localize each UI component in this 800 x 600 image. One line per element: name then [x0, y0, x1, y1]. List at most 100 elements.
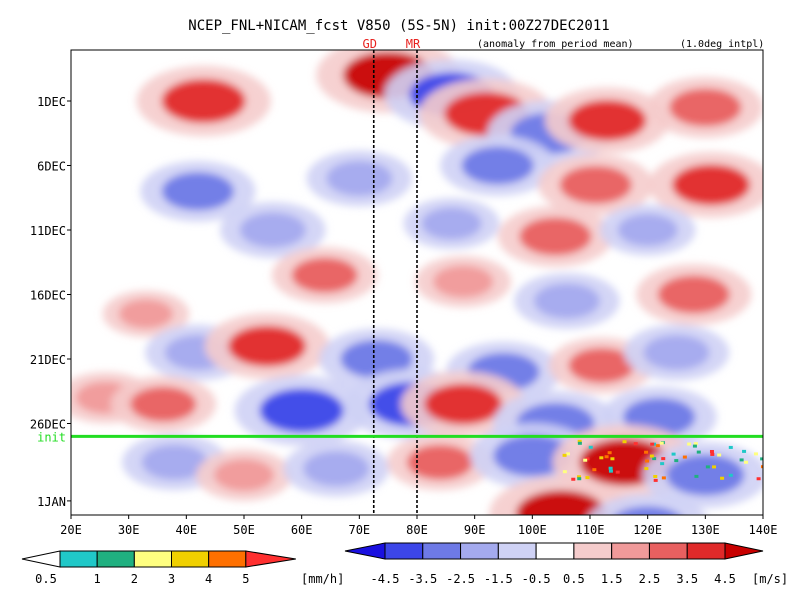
precip-speckle-30 [562, 453, 567, 457]
precip-speckle-49 [633, 442, 638, 446]
precip-speckle-12 [671, 452, 676, 456]
v850-swatch-7 [611, 542, 650, 560]
y-tick-label-5: 26DEC [30, 418, 66, 432]
precip-speckle-42 [607, 451, 612, 455]
precip-swatch-4 [208, 550, 247, 568]
precip-speckle-3 [644, 450, 649, 454]
precip-speckle-23 [608, 469, 613, 473]
x-tick-label-8: 100E [518, 523, 547, 537]
v850-legend-high-arrow [724, 542, 764, 560]
precip-speckle-17 [692, 444, 697, 448]
anomaly-patch-25 [568, 347, 635, 383]
v850-swatch-8 [648, 542, 688, 560]
precip-speckle-53 [744, 460, 749, 464]
x-tick-label-11: 130E [691, 523, 720, 537]
precip-speckle-35 [592, 468, 597, 472]
anomaly-patch-28 [130, 386, 197, 422]
precip-speckle-10 [696, 450, 701, 454]
v850-tick-label-2: -2.5 [446, 572, 475, 586]
anomaly-patch-10 [559, 165, 632, 204]
v850-swatch-1 [384, 542, 424, 560]
precip-unit-label: [mm/h] [301, 572, 344, 586]
anomaly-patch-40 [516, 490, 607, 515]
legend-v850: -4.5 -3.5 -2.5 -1.5 -0.5 0.5 1.5 2.5 3.5 4.5 [m/s] [344, 542, 788, 586]
anomaly-patch-31 [424, 383, 503, 425]
v850-tick-label-6: 1.5 [601, 572, 623, 586]
anomaly-patch-11 [672, 164, 751, 206]
marker-label-mr: MR [406, 37, 421, 51]
precip-speckle-6 [674, 459, 679, 463]
precip-speckle-11 [760, 457, 763, 461]
anomaly-patch-23 [340, 340, 413, 378]
precip-speckle-50 [577, 441, 582, 445]
v850-legend-low-arrow [344, 542, 386, 560]
x-tick-label-1: 30E [118, 523, 140, 537]
precip-speckle-4 [693, 442, 698, 446]
x-tick-label-6: 80E [406, 523, 428, 537]
precip-speckle-44 [687, 442, 692, 446]
anomaly-patch-41 [666, 454, 745, 496]
precip-speckle-51 [622, 440, 627, 444]
anomaly-patch-16 [291, 257, 358, 293]
precip-speckle-52 [649, 454, 654, 458]
precip-tick-label-2: 2 [131, 572, 138, 586]
anomaly-patch-8 [326, 160, 393, 196]
anomaly-patch-37 [407, 444, 474, 480]
chart-title: NCEP_FNL+NICAM_fcst V850 (5S-5N) init:00… [188, 18, 609, 34]
x-tick-label-0: 20E [60, 523, 82, 537]
y-tick-label-0: 1DEC [37, 95, 66, 109]
precip-speckle-0 [660, 462, 665, 466]
anomaly-patch-42 [615, 506, 680, 515]
chart-subtitle-interp: (1.0deg intpl) [680, 39, 764, 50]
precip-speckle-37 [728, 445, 733, 449]
v850-unit-label: [m/s] [752, 572, 788, 586]
init-label-group: init [37, 430, 66, 444]
v850-tick-label-3: -1.5 [484, 572, 513, 586]
precip-speckle-56 [653, 478, 658, 482]
anomaly-patch-34 [141, 444, 208, 480]
precip-speckle-29 [709, 449, 714, 453]
anomaly-patch-13 [421, 207, 482, 240]
precip-tick-label-0: 0.5 [35, 572, 57, 586]
anomaly-patch-14 [519, 217, 592, 256]
v850-tick-label-9: 4.5 [714, 572, 736, 586]
x-axis: 20E 30E 40E 50E 60E 70E 80E 90E 100E 110E 120E 130E… [60, 515, 777, 537]
precip-speckle-38 [577, 439, 582, 443]
precip-speckle-27 [566, 452, 571, 456]
anomaly-patch-5 [568, 99, 647, 141]
legend-precip: 0.5 1 2 3 4 5 [mm/h] [21, 550, 344, 586]
precip-speckle-1 [610, 457, 615, 461]
v850-swatch-9 [686, 542, 726, 560]
precip-speckle-24 [615, 470, 620, 474]
anomaly-halo-42 [589, 493, 706, 515]
precip-speckle-28 [604, 455, 609, 459]
precip-speckle-15 [739, 458, 744, 462]
precip-speckle-9 [599, 456, 604, 460]
y-tick-label-2: 11DEC [30, 224, 66, 238]
anomaly-patch-18 [533, 283, 600, 319]
precip-speckle-20 [753, 452, 758, 456]
v850-tick-label-5: 0.5 [563, 572, 585, 586]
y-tick-label-1: 6DEC [37, 160, 66, 174]
precip-speckle-19 [644, 467, 649, 471]
anomaly-patch-7 [161, 172, 234, 211]
x-tick-label-10: 120E [633, 523, 662, 537]
x-tick-label-4: 60E [291, 523, 313, 537]
precip-tick-label-5: 5 [242, 572, 249, 586]
precip-speckle-57 [645, 459, 650, 463]
precip-speckle-16 [682, 455, 687, 459]
precip-speckle-47 [710, 452, 715, 456]
anomaly-patch-29 [259, 388, 344, 433]
precip-speckle-7 [571, 477, 576, 481]
precip-swatch-3 [171, 550, 210, 568]
precip-swatch-1 [96, 550, 135, 568]
anomaly-field [71, 50, 763, 515]
precip-speckle-2 [577, 475, 582, 479]
precip-tick-label-1: 1 [94, 572, 101, 586]
precip-speckle-48 [705, 465, 710, 469]
precip-speckle-25 [756, 477, 761, 481]
v850-swatch-4 [497, 542, 537, 560]
precip-speckle-14 [577, 477, 582, 481]
v850-swatch-2 [422, 542, 462, 560]
v850-swatch-5 [535, 542, 575, 560]
